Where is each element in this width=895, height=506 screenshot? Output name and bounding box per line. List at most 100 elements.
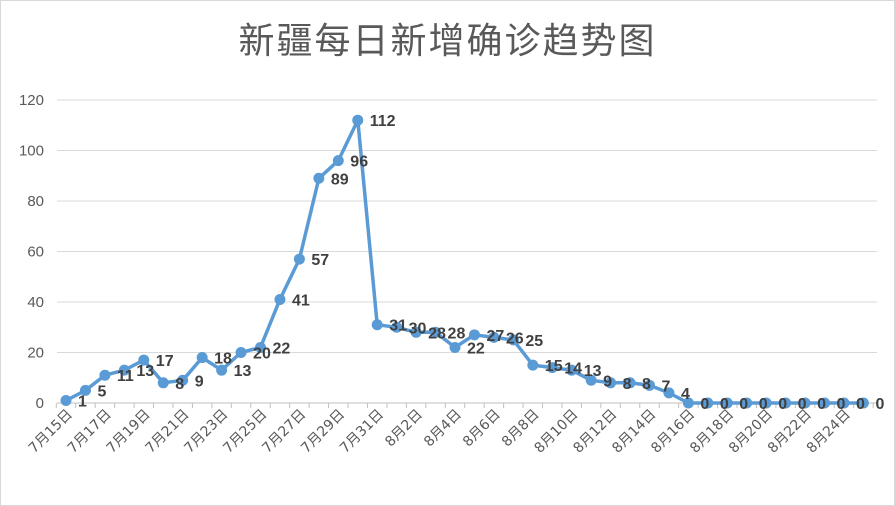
data-label: 0 <box>837 396 846 413</box>
data-point <box>352 114 364 126</box>
data-point <box>216 364 228 376</box>
data-point <box>663 387 675 399</box>
y-tick-label: 0 <box>36 395 44 412</box>
x-tick-label: 7月31日 <box>337 407 387 457</box>
data-point <box>566 364 578 376</box>
data-point <box>605 377 617 389</box>
chart-title: 新疆每日新增确诊趋势图 <box>238 21 657 62</box>
data-point <box>79 384 91 396</box>
data-point <box>391 321 403 333</box>
data-label: 5 <box>97 383 106 400</box>
data-label: 28 <box>428 325 446 342</box>
data-point <box>196 352 208 364</box>
series-line-group <box>60 114 869 409</box>
x-tick-label: 8月4日 <box>421 407 465 451</box>
data-label: 9 <box>603 373 612 390</box>
data-point <box>468 329 480 341</box>
data-label: 0 <box>856 396 865 413</box>
data-label: 0 <box>720 396 729 413</box>
data-label: 4 <box>681 386 690 403</box>
data-label: 25 <box>525 333 543 350</box>
y-axis: 0 20 40 60 80 100 120 <box>19 92 44 412</box>
data-point <box>741 397 753 409</box>
y-tick-label: 100 <box>19 143 44 160</box>
data-point <box>177 374 189 386</box>
data-point <box>255 341 266 353</box>
gridlines <box>57 99 877 404</box>
data-label: 31 <box>389 318 407 335</box>
data-point <box>99 369 111 381</box>
data-label: 1 <box>78 393 87 410</box>
data-point <box>780 397 792 409</box>
data-point <box>585 374 597 386</box>
y-tick-label: 120 <box>19 92 44 109</box>
data-point <box>682 397 694 409</box>
data-label: 11 <box>117 368 134 385</box>
data-label: 0 <box>778 396 787 413</box>
y-tick-label: 60 <box>27 244 44 261</box>
y-tick-label: 80 <box>27 193 44 210</box>
x-tick-label: 8月2日 <box>382 407 426 451</box>
data-label: 14 <box>564 361 582 378</box>
data-label: 22 <box>467 340 485 357</box>
data-label: 0 <box>798 396 807 413</box>
data-label: 0 <box>739 396 748 413</box>
data-point <box>760 397 772 409</box>
data-point <box>702 397 714 409</box>
data-label: 57 <box>311 252 329 269</box>
data-label: 22 <box>273 340 291 357</box>
data-point <box>449 341 461 353</box>
data-point <box>819 397 831 409</box>
data-point <box>644 379 655 391</box>
data-point <box>527 359 539 371</box>
data-point <box>838 397 850 409</box>
data-label: 26 <box>506 330 524 347</box>
data-label: 0 <box>759 396 768 413</box>
data-point <box>274 293 286 305</box>
data-label: 0 <box>817 396 826 413</box>
x-tick-label: 8月6日 <box>460 407 504 451</box>
data-label: 15 <box>545 358 563 375</box>
data-point <box>430 326 442 338</box>
y-tick-label: 20 <box>27 345 44 362</box>
data-label: 30 <box>409 320 427 337</box>
data-label: 13 <box>136 363 154 380</box>
data-point <box>60 394 72 406</box>
data-point <box>410 326 422 338</box>
data-point <box>799 397 811 409</box>
data-point <box>857 397 869 409</box>
data-point <box>507 334 519 346</box>
data-label: 13 <box>584 363 602 380</box>
data-point <box>293 253 305 265</box>
data-label: 89 <box>331 171 349 188</box>
data-point <box>157 377 169 389</box>
data-point <box>371 319 383 331</box>
data-point <box>118 364 130 376</box>
data-label: 8 <box>623 376 632 393</box>
data-label: 20 <box>253 346 271 363</box>
series-line <box>65 118 864 405</box>
data-label: 8 <box>175 376 184 393</box>
data-label: 8 <box>642 376 651 393</box>
data-point <box>235 347 247 358</box>
data-label: 18 <box>214 351 232 368</box>
data-label: 0 <box>875 396 884 413</box>
data-label: 13 <box>234 363 252 380</box>
data-label: 0 <box>700 396 709 413</box>
data-label: 27 <box>486 328 504 345</box>
y-tick-label: 40 <box>27 294 44 311</box>
data-point <box>546 362 558 374</box>
data-label: 28 <box>448 325 466 342</box>
data-label: 7 <box>662 378 671 395</box>
data-point <box>332 155 344 167</box>
data-point <box>488 331 500 343</box>
data-label: 112 <box>370 113 396 130</box>
data-label: 41 <box>292 292 310 309</box>
data-label: 96 <box>350 154 368 171</box>
data-point <box>624 377 636 389</box>
data-label: 9 <box>195 373 204 390</box>
data-label: 17 <box>156 353 174 370</box>
